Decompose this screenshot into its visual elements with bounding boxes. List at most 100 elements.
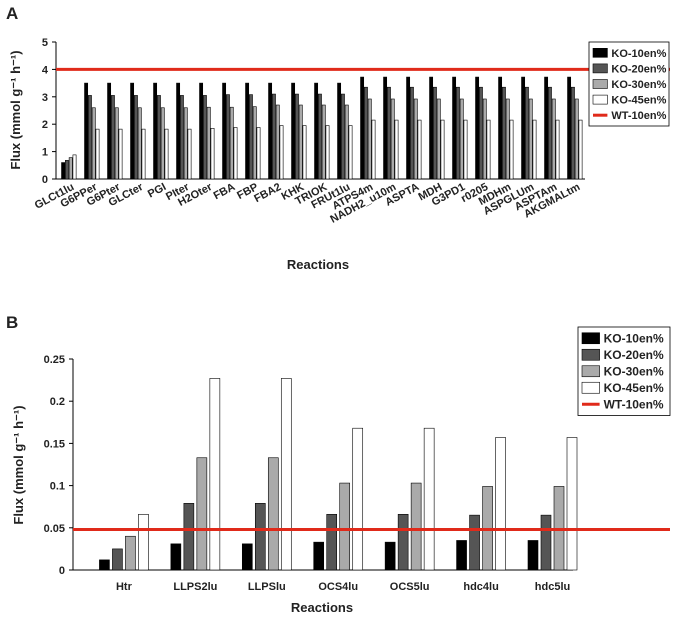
panel-a-bar [410,86,414,180]
panel-a-bar [429,76,434,180]
panel-a-bar [498,76,503,180]
panel-b-bar [196,457,208,571]
panel-a-bar [440,119,445,180]
panel-b-bar [125,535,136,571]
panel-b-y-tick-label: 0.2 [50,396,65,408]
panel-a-bar [532,119,537,180]
panel-b-legend-label: WT-10en% [604,397,664,411]
panel-b-y-tick-label: 0.1 [50,481,65,493]
panel-a-bar [160,107,165,180]
panel-a-y-tick-label: 1 [42,147,48,159]
panel-a-bar [222,82,227,180]
panel-a-bar [555,119,560,180]
panel-a-y-tick-label: 0 [42,174,48,186]
panel-b-bar [313,541,325,571]
panel-a-bar [107,82,112,180]
panel-b-bar [138,513,149,571]
panel-a-bar [118,128,123,180]
panel-b-x-axis-label: Reactions [291,600,353,615]
panel-a-bar [452,76,457,180]
panel-a-bar [180,95,184,180]
panel-a-bar [463,119,468,180]
panel-a-bar [509,119,514,180]
panel-b-bar [352,427,364,571]
panel-a-bar [210,128,215,180]
panel-b-x-tick-label: LLPSlu [248,581,286,593]
panel-a-bar [417,119,422,180]
panel-a-bar [387,86,391,180]
panel-a-bar [249,94,253,180]
panel-a-bar [325,125,330,180]
panel-a-bar [337,82,342,180]
panel-a-bar [344,104,349,180]
panel-b-bar [495,437,506,571]
panel-a-bar [486,119,491,180]
panel-a-bar [551,98,556,180]
panel-b-letter: B [6,313,18,332]
panel-a-bar [578,119,583,180]
panel-a-bar [72,154,77,180]
panel-b-legend: KO-10en% KO-20en% KO-30en% KO-45en% WT-10en% [577,326,671,416]
panel-a-bar [164,128,169,180]
panel-b-legend-label: KO-30en% [604,364,664,378]
panel-b-legend-swatch [581,381,600,394]
panel-a-bar [203,95,207,180]
panel-b-x-tick-label: hdc5lu [535,581,570,593]
panel-b-bar [267,457,279,571]
panel-a-bar [187,128,192,180]
panel-b-y-tick-label: 0.25 [44,354,65,366]
panel-a-bar [433,86,437,180]
panel-b-bar [280,378,292,571]
panel-a-bar [84,82,89,180]
panel-a-bar [318,93,322,180]
panel-b-bar [112,548,123,571]
panel-b-x-tick-label: LLPS2lu [173,581,217,593]
panel-a-bar [360,76,365,180]
panel-a-bar [548,86,552,180]
panel-a-bar [206,106,211,180]
panel-a-bar [482,98,487,180]
panel-a-bar [61,162,66,180]
panel-a-bar [341,93,345,180]
panel-b-legend-label: KO-20en% [604,348,664,362]
panel-a-bar [183,107,188,180]
panel-a-legend-swatch [592,79,608,89]
panel-a-legend: KO-10en% KO-20en% KO-30en% KO-45en% WT-10en% [588,41,670,127]
panel-a-bar [479,86,483,180]
panel-b-bar [241,543,253,571]
panel-b-bar [410,482,422,571]
panel-b-bar [99,559,110,571]
panel-a-bar [268,82,273,180]
panel-b-bar [209,378,221,571]
panel-a-y-tick-label: 3 [42,92,48,104]
panel-a-bar [226,94,230,180]
panel-b-x-tick-label: OCS5lu [390,581,430,593]
panel-a-x-tick-label: FBA [212,181,238,202]
panel-a-bar [364,86,368,180]
panel-b-bar [566,437,578,571]
panel-a-bar [525,86,529,180]
panel-a-bar [528,98,533,180]
panel-a-bar [68,157,73,180]
panel-a-bar [256,127,261,180]
panel-a-bar [272,93,276,180]
panel-a-y-axis-label: Flux (mmol g⁻¹ h⁻¹) [8,50,23,169]
panel-a-bar [348,125,353,180]
panel-a-bar [291,82,296,180]
panel-a-legend-swatch [592,63,608,74]
panel-a-bar [130,82,135,180]
panel-b-bar [469,514,480,571]
panel-a-y-tick-label: 2 [42,119,48,131]
panel-b-bar [397,513,409,571]
panel-b-bar [254,503,266,571]
panel-b-legend-swatch [581,348,600,361]
panel-a-bar [502,86,506,180]
panel-b-legend-swatch [581,365,600,378]
panel-b-y-tick-label: 0.15 [44,438,65,450]
panel-a-bar [153,82,158,180]
panel-a-legend-swatch [592,47,608,58]
panel-a-bar [134,95,138,180]
panel-b-y-tick-label: 0.05 [44,523,65,535]
panel-a-legend-label: KO-20en% [611,63,666,75]
